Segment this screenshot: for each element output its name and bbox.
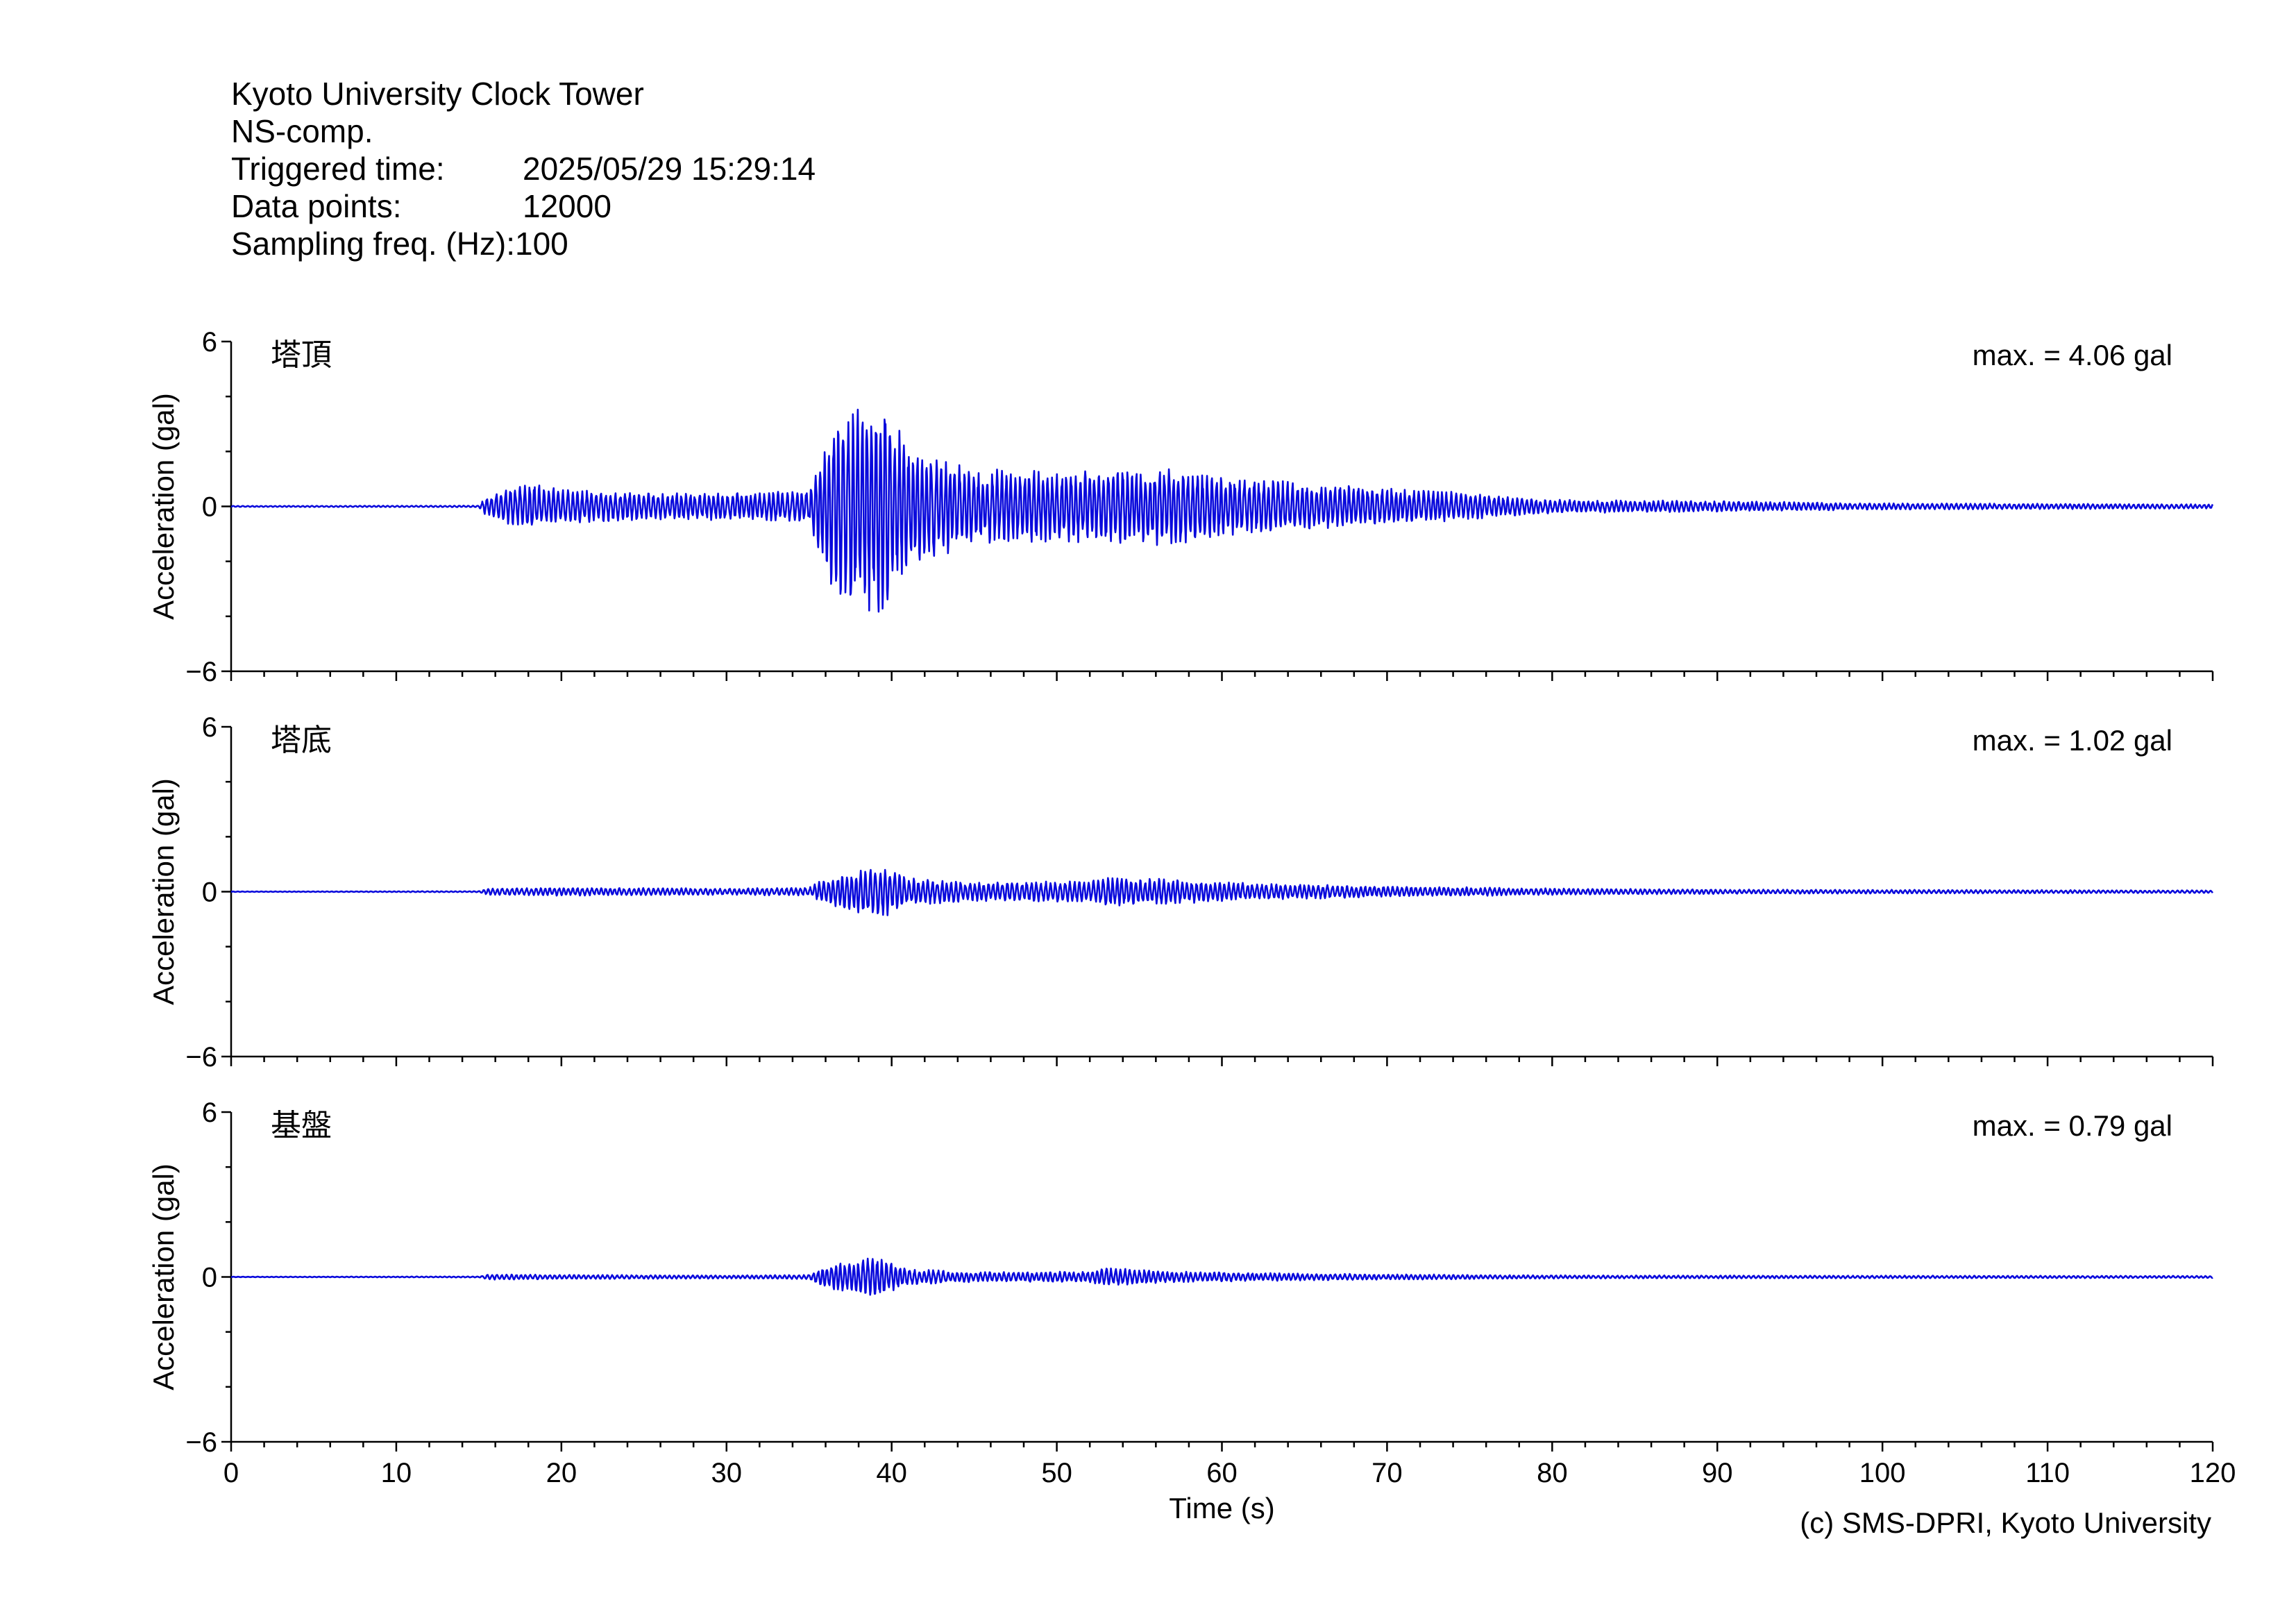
- y-tick-label: 0: [202, 492, 217, 523]
- triggered-time-value: 2025/05/29 15:29:14: [523, 151, 816, 187]
- x-tick-label: 10: [381, 1458, 412, 1488]
- x-tick-label: 30: [711, 1458, 743, 1488]
- x-axis-label: Time (s): [1169, 1492, 1274, 1524]
- y-axis-label: Acceleration (gal): [147, 778, 180, 1005]
- data-points-row: Data points: 12000: [231, 187, 816, 225]
- x-tick-label: 70: [1371, 1458, 1403, 1488]
- x-tick-label: 110: [2025, 1458, 2070, 1488]
- x-tick-label: 20: [546, 1458, 577, 1488]
- triggered-time-row: Triggered time: 2025/05/29 15:29:14: [231, 150, 816, 187]
- waveform-trace: [230, 868, 2213, 916]
- panel-name: 基盤: [271, 1109, 332, 1143]
- y-tick-label: 0: [202, 877, 217, 908]
- y-tick-label: 6: [202, 327, 217, 358]
- sampling-freq-value: 100: [515, 226, 568, 262]
- x-tick-label: 0: [223, 1458, 239, 1488]
- sampling-freq-label: Sampling freq. (Hz):: [231, 226, 516, 262]
- triggered-time-label: Triggered time:: [231, 151, 445, 187]
- panel-name: 塔頂: [271, 338, 332, 372]
- data-points-value: 12000: [523, 188, 611, 224]
- y-axis-label: Acceleration (gal): [147, 393, 180, 620]
- sampling-freq-row: Sampling freq. (Hz): 100: [231, 225, 816, 262]
- component-label: NS-comp.: [231, 113, 373, 149]
- y-tick-label: 0: [202, 1263, 217, 1293]
- panel-max-label: max. = 1.02 gal: [1973, 724, 2172, 757]
- x-tick-label: 60: [1206, 1458, 1238, 1488]
- y-tick-label: 6: [202, 1098, 217, 1128]
- panel-max-label: max. = 0.79 gal: [1973, 1109, 2172, 1142]
- y-tick-label: −6: [185, 1427, 217, 1458]
- x-tick-label: 50: [1041, 1458, 1072, 1488]
- x-tick-label: 120: [2190, 1458, 2236, 1488]
- x-tick-label: 100: [1859, 1458, 1906, 1488]
- y-tick-label: 6: [202, 712, 217, 743]
- waveform-trace: [230, 1257, 2213, 1296]
- data-points-label: Data points:: [231, 188, 402, 224]
- x-tick-label: 40: [876, 1458, 907, 1488]
- waveform-trace: [230, 408, 2214, 613]
- panel-max-label: max. = 4.06 gal: [1973, 339, 2172, 371]
- y-axis-label: Acceleration (gal): [147, 1163, 180, 1390]
- station-name: Kyoto University Clock Tower: [231, 76, 644, 112]
- panel-name: 塔底: [271, 723, 332, 757]
- y-tick-label: −6: [185, 657, 217, 687]
- x-tick-label: 90: [1702, 1458, 1733, 1488]
- record-header: Kyoto University Clock Tower NS-comp. Tr…: [231, 75, 816, 262]
- y-tick-label: −6: [185, 1042, 217, 1073]
- x-tick-label: 80: [1537, 1458, 1568, 1488]
- copyright-notice: (c) SMS-DPRI, Kyoto University: [1800, 1506, 2211, 1539]
